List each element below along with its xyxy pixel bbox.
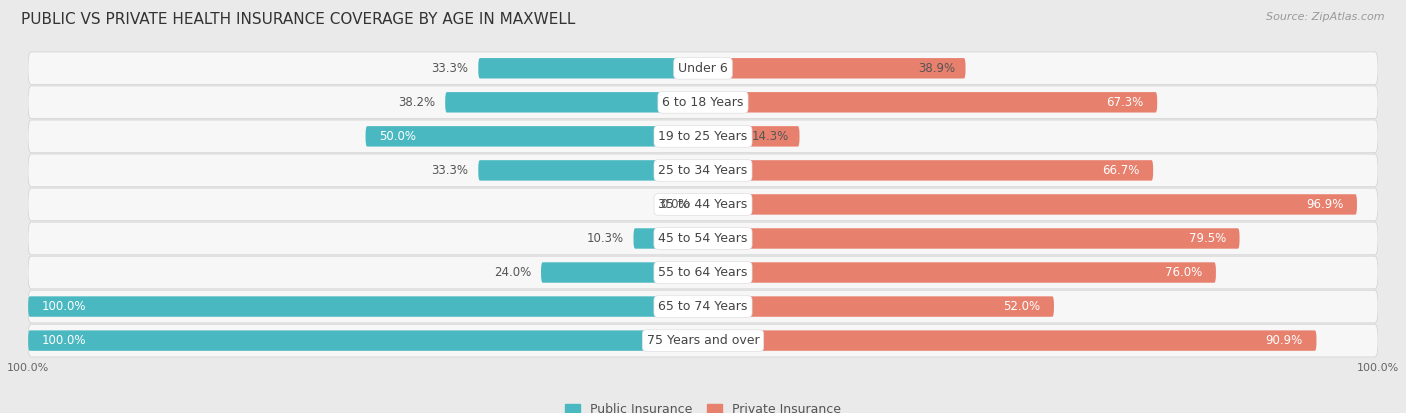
- Text: 52.0%: 52.0%: [1004, 300, 1040, 313]
- FancyBboxPatch shape: [703, 297, 1054, 317]
- FancyBboxPatch shape: [28, 330, 703, 351]
- FancyBboxPatch shape: [703, 160, 1153, 180]
- Legend: Public Insurance, Private Insurance: Public Insurance, Private Insurance: [560, 398, 846, 413]
- Text: 79.5%: 79.5%: [1189, 232, 1226, 245]
- Text: 19 to 25 Years: 19 to 25 Years: [658, 130, 748, 143]
- FancyBboxPatch shape: [28, 154, 1378, 187]
- FancyBboxPatch shape: [28, 290, 1378, 323]
- Text: 50.0%: 50.0%: [380, 130, 416, 143]
- Text: 35 to 44 Years: 35 to 44 Years: [658, 198, 748, 211]
- Text: 38.9%: 38.9%: [918, 62, 956, 75]
- FancyBboxPatch shape: [634, 228, 703, 249]
- Text: 0.0%: 0.0%: [659, 198, 689, 211]
- Text: 90.9%: 90.9%: [1265, 334, 1303, 347]
- FancyBboxPatch shape: [446, 92, 703, 112]
- FancyBboxPatch shape: [28, 297, 703, 317]
- FancyBboxPatch shape: [28, 86, 1378, 119]
- FancyBboxPatch shape: [28, 120, 1378, 153]
- FancyBboxPatch shape: [28, 188, 1378, 221]
- Text: 66.7%: 66.7%: [1102, 164, 1140, 177]
- Text: 55 to 64 Years: 55 to 64 Years: [658, 266, 748, 279]
- FancyBboxPatch shape: [703, 228, 1240, 249]
- FancyBboxPatch shape: [703, 58, 966, 78]
- FancyBboxPatch shape: [703, 126, 800, 147]
- FancyBboxPatch shape: [478, 160, 703, 180]
- Text: 75 Years and over: 75 Years and over: [647, 334, 759, 347]
- Text: 6 to 18 Years: 6 to 18 Years: [662, 96, 744, 109]
- FancyBboxPatch shape: [28, 324, 1378, 357]
- FancyBboxPatch shape: [541, 262, 703, 283]
- Text: 100.0%: 100.0%: [42, 334, 86, 347]
- Text: 24.0%: 24.0%: [494, 266, 531, 279]
- FancyBboxPatch shape: [28, 256, 1378, 289]
- Text: 33.3%: 33.3%: [432, 164, 468, 177]
- Text: 33.3%: 33.3%: [432, 62, 468, 75]
- FancyBboxPatch shape: [703, 262, 1216, 283]
- Text: 96.9%: 96.9%: [1306, 198, 1344, 211]
- FancyBboxPatch shape: [366, 126, 703, 147]
- FancyBboxPatch shape: [28, 222, 1378, 255]
- Text: Source: ZipAtlas.com: Source: ZipAtlas.com: [1267, 12, 1385, 22]
- Text: 67.3%: 67.3%: [1107, 96, 1143, 109]
- Text: PUBLIC VS PRIVATE HEALTH INSURANCE COVERAGE BY AGE IN MAXWELL: PUBLIC VS PRIVATE HEALTH INSURANCE COVER…: [21, 12, 575, 27]
- Text: 76.0%: 76.0%: [1166, 266, 1202, 279]
- Text: 10.3%: 10.3%: [586, 232, 623, 245]
- Text: 14.3%: 14.3%: [752, 130, 789, 143]
- Text: Under 6: Under 6: [678, 62, 728, 75]
- FancyBboxPatch shape: [703, 194, 1357, 215]
- Text: 45 to 54 Years: 45 to 54 Years: [658, 232, 748, 245]
- FancyBboxPatch shape: [28, 52, 1378, 85]
- Text: 38.2%: 38.2%: [398, 96, 434, 109]
- FancyBboxPatch shape: [703, 92, 1157, 112]
- Text: 65 to 74 Years: 65 to 74 Years: [658, 300, 748, 313]
- FancyBboxPatch shape: [478, 58, 703, 78]
- Text: 25 to 34 Years: 25 to 34 Years: [658, 164, 748, 177]
- Text: 100.0%: 100.0%: [42, 300, 86, 313]
- FancyBboxPatch shape: [703, 330, 1316, 351]
